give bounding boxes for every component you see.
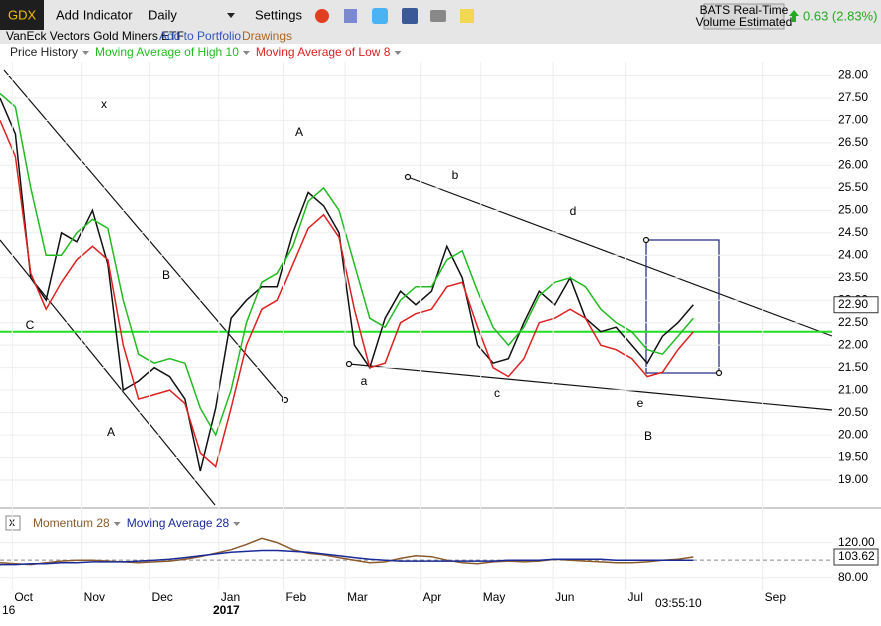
x-tick-label: Sep: [765, 590, 787, 604]
y-tick-label: 25.00: [838, 203, 868, 217]
legend-arrow[interactable]: [394, 51, 402, 55]
series-line: [0, 549, 694, 566]
symbol-bg: [0, 0, 44, 30]
add-indicator[interactable]: Add Indicator: [56, 7, 133, 22]
x-tick-label: Dec: [151, 590, 172, 604]
y-tick-label: 20.00: [838, 427, 868, 441]
drawings-group: [0, 69, 833, 506]
y-tick-label: 22.00: [838, 337, 868, 351]
series-line: [0, 97, 694, 472]
annotation: c: [494, 386, 500, 400]
trendline: [3, 69, 286, 401]
y-tick-label: 24.00: [838, 247, 868, 261]
y-tick-label: 19.00: [838, 472, 868, 486]
trendline: [348, 363, 833, 411]
period[interactable]: Daily: [148, 7, 177, 22]
legend-entry[interactable]: Moving Average 28: [127, 516, 230, 530]
annotation: B: [162, 268, 170, 282]
last-value: 22.90: [838, 297, 868, 311]
last-value: 103.62: [838, 549, 875, 563]
security-name: VanEck Vectors Gold Miners ETF: [6, 29, 184, 43]
y-tick-label: 27.50: [838, 90, 868, 104]
y-tick-label: 25.50: [838, 180, 868, 194]
annotation: d: [570, 204, 577, 218]
x-tick-label: Oct: [14, 590, 33, 604]
year-label: 2017: [213, 603, 240, 617]
y-tick-label: 80.00: [838, 570, 868, 584]
symbol[interactable]: GDX: [8, 7, 37, 22]
change: 0.63 (2.83%): [803, 8, 877, 23]
feed: BATS Real-Time: [700, 3, 789, 17]
handle: [345, 360, 353, 368]
series-line: [0, 120, 694, 468]
y-tick-label: 26.00: [838, 158, 868, 172]
annotation: a: [361, 374, 368, 388]
x-tick-label: Feb: [285, 590, 306, 604]
volume-note: Volume Estimated: [696, 15, 793, 29]
annotation: A: [107, 425, 115, 439]
legend-entry[interactable]: Price History: [10, 45, 78, 59]
rect-drawing: [645, 239, 720, 374]
icon-camera[interactable]: [430, 10, 446, 22]
x-tick-label: Nov: [84, 590, 105, 604]
y-tick-label: 28.00: [838, 68, 868, 82]
y-tick-label: 120.00: [838, 535, 875, 549]
drawings[interactable]: Drawings: [242, 29, 292, 43]
time-label: 03:55:10: [655, 596, 702, 610]
y-tick-label: 20.50: [838, 405, 868, 419]
y-tick-label: 26.50: [838, 135, 868, 149]
y-tick-label: 19.50: [838, 450, 868, 464]
x-tick-label: Jun: [555, 590, 574, 604]
x-tick-label: May: [483, 590, 506, 604]
last-box: [833, 296, 879, 314]
x-tick-label: Jan: [221, 590, 240, 604]
close-box[interactable]: [5, 515, 21, 531]
add-portfolio[interactable]: Add to Portfolio: [159, 29, 241, 43]
legend-entry[interactable]: Momentum 28: [33, 516, 110, 530]
trendline: [407, 176, 833, 337]
legend-arrow[interactable]: [242, 51, 250, 55]
annotation: e: [637, 396, 644, 410]
annotation: B: [644, 429, 652, 443]
x-tick-label: Jul: [628, 590, 643, 604]
legend-entry[interactable]: Moving Average of High 10: [95, 45, 239, 59]
legend-arrow[interactable]: [82, 51, 90, 55]
handle: [404, 173, 412, 181]
icon-print[interactable]: [344, 9, 357, 23]
x-tick-label: Mar: [347, 590, 368, 604]
y-tick-label: 24.50: [838, 225, 868, 239]
y-tick-label: 21.00: [838, 382, 868, 396]
up-arrow: [789, 10, 799, 22]
last-box: [833, 548, 879, 566]
icon-note[interactable]: [460, 9, 474, 23]
y-tick-label: 21.50: [838, 360, 868, 374]
annotation: A: [295, 125, 303, 139]
annotation: C: [26, 318, 35, 332]
y-tick-label: 27.00: [838, 113, 868, 127]
year-label: 16: [2, 603, 16, 617]
icon-twitter[interactable]: [372, 8, 388, 24]
handle: [715, 369, 723, 377]
legend-entry[interactable]: Moving Average of Low 8: [256, 45, 391, 59]
icon-facebook[interactable]: [402, 8, 418, 24]
annotation: b: [452, 168, 459, 182]
legend-arrow[interactable]: [233, 522, 241, 526]
y-tick-label: 22.50: [838, 315, 868, 329]
feed-box: [703, 3, 785, 30]
icon-clock[interactable]: [315, 9, 329, 23]
handle: [642, 236, 650, 244]
annotation: x: [101, 97, 107, 111]
x-tick-label: Apr: [423, 590, 442, 604]
y-tick-label: 23.50: [838, 270, 868, 284]
settings[interactable]: Settings: [255, 7, 302, 22]
series-line: [0, 92, 694, 437]
legend-arrow[interactable]: [113, 522, 121, 526]
dropdown-arrow[interactable]: [227, 13, 235, 18]
